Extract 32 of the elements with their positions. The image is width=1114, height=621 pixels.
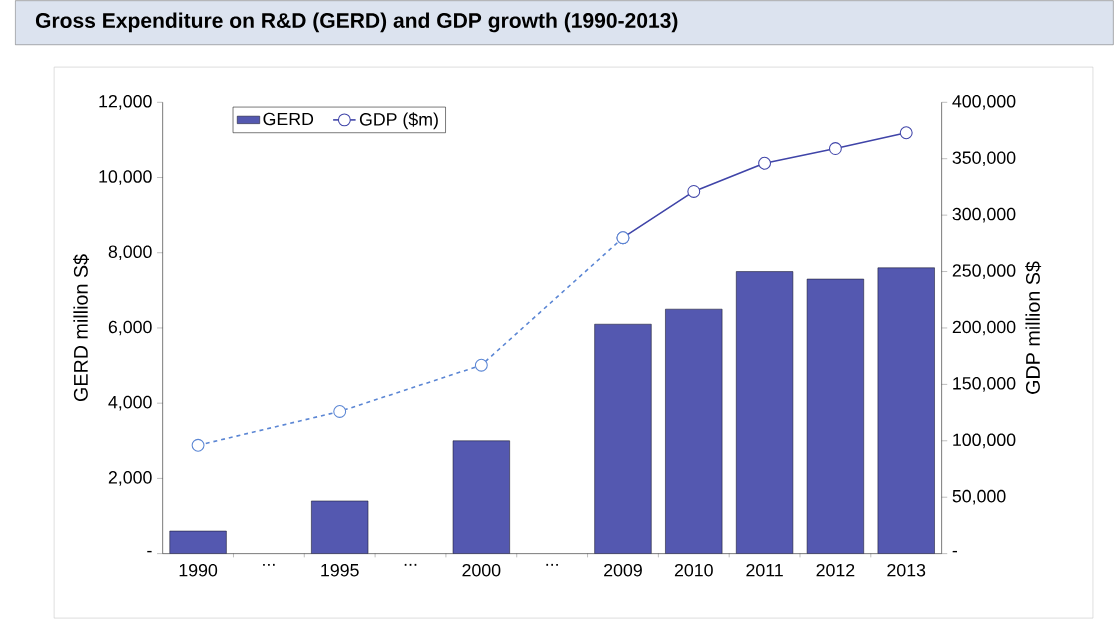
y2-tick-label: 200,000 [952,320,1016,336]
y-axis-title: GERD million S$ [73,254,90,402]
y2-tick-label: 250,000 [952,264,1016,280]
x-tick-label: 2013 [887,564,926,577]
legend-label: GDP ($m) [359,112,438,130]
x-tick-label: ... [263,564,275,566]
x-tick-label: 2009 [604,564,642,577]
y2-tick-label: 350,000 [952,151,1016,167]
x-tick-label: 1995 [321,564,359,577]
y2-tick-label: 300,000 [952,207,1016,223]
x-tick-label: 1990 [179,564,218,577]
y-tick-label: - [147,551,152,553]
chart-title: Gross Expenditure on R&D (GERD) and GDP growth (1990-2013) [35,12,678,33]
y2-axis-title: GDP million S$ [1025,261,1042,395]
legend-label: GERD [263,112,314,126]
x-tick-label: 2000 [462,564,501,577]
x-tick-label: 2011 [746,564,783,577]
y-tick-label: 10,000 [99,170,152,185]
x-tick-label: ... [404,564,417,566]
y2-tick-label: - [952,551,958,553]
y-tick-label: 4,000 [108,395,152,411]
y2-tick-label: 400,000 [952,95,1016,110]
y-tick-label: 2,000 [108,471,152,486]
y-tick-label: 6,000 [108,320,152,336]
y2-tick-label: 150,000 [953,377,1016,392]
y2-tick-label: 100,000 [953,433,1016,449]
x-tick-label: 2012 [816,564,855,577]
y2-tick-label: 50,000 [952,490,1006,505]
y-tick-label: 12,000 [99,95,152,110]
x-tick-label: 2010 [674,564,713,577]
y-tick-label: 8,000 [108,245,152,261]
x-tick-label: ... [546,564,558,566]
